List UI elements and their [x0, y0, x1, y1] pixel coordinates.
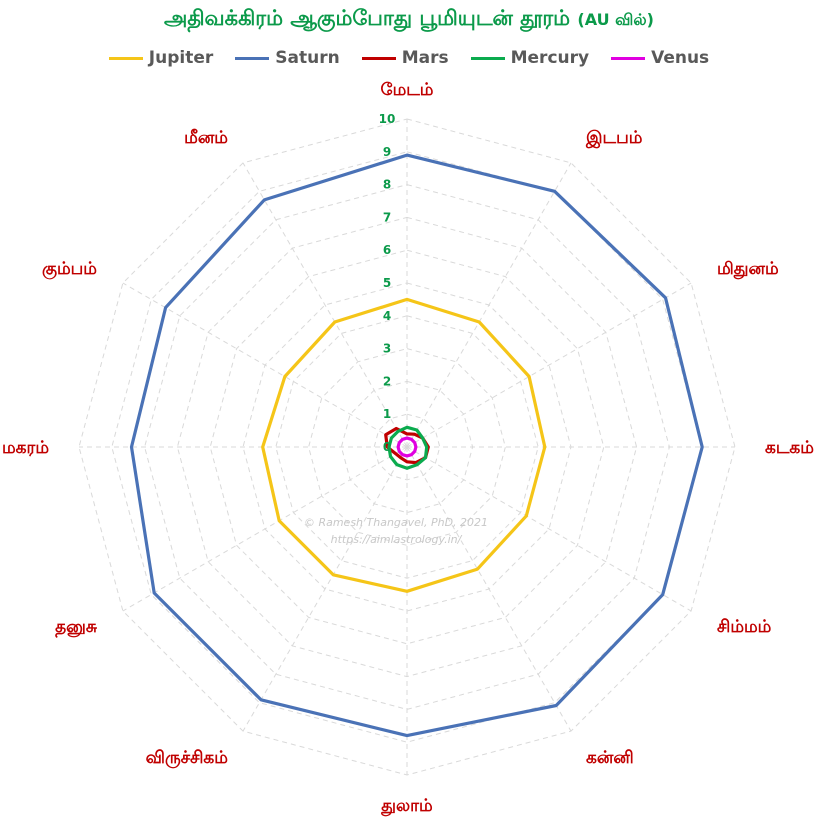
category-label: மகரம்: [2, 438, 49, 458]
legend-item-mercury: Mercury: [470, 48, 590, 68]
grid-spoke: [406, 162, 572, 448]
grid-spoke: [122, 282, 408, 448]
grid-ring: [308, 348, 506, 546]
tick-labels: 0 1 2 3 4 5 6 7 8 9 10: [379, 112, 396, 454]
watermark-line2: https://aimlastrology.in/: [331, 533, 463, 546]
tick-label: 7: [383, 210, 391, 224]
grid-spoke: [242, 162, 408, 448]
tick-label: 10: [379, 112, 396, 126]
category-label: விருச்சிகம்: [146, 748, 229, 768]
tick-label: 6: [383, 243, 391, 257]
legend-swatch: [361, 56, 396, 60]
tick-label: 2: [383, 374, 391, 388]
tick-label: 9: [383, 145, 391, 159]
tick-label: 1: [383, 407, 391, 421]
watermark-line1: © Ramesh Thangavel, PhD, 2021: [304, 516, 488, 529]
legend-label: Venus: [651, 48, 710, 68]
category-label: மீனம்: [184, 128, 228, 148]
category-label: இடபம்: [585, 128, 643, 148]
series-mercury: [387, 425, 429, 470]
grid-spoke: [406, 446, 572, 732]
legend-swatch: [108, 56, 143, 60]
grid-ring: [275, 315, 539, 579]
chart-title-unit: (AU வில்): [577, 10, 654, 29]
grid-ring: [209, 249, 605, 645]
tick-label: 4: [383, 309, 391, 323]
category-label: துலாம்: [380, 796, 433, 816]
tick-label: 5: [383, 276, 391, 290]
category-label: தனுசு: [55, 617, 98, 637]
grid-spoke: [406, 446, 692, 612]
series-layer: [129, 153, 704, 738]
series-jupiter: [261, 297, 547, 593]
legend-item-mars: Mars: [361, 48, 449, 68]
legend-label: Mercury: [510, 48, 590, 68]
category-label: மிதுனம்: [717, 259, 779, 279]
grid-spoke: [122, 446, 408, 612]
tick-label: 3: [383, 342, 391, 356]
legend-swatch: [235, 56, 270, 60]
legend-swatch: [470, 56, 505, 60]
series-venus: [396, 436, 418, 458]
series-saturn: [129, 153, 704, 738]
grid-spoke: [406, 282, 692, 448]
grid: [78, 118, 736, 776]
watermark: © Ramesh Thangavel, PhD, 2021 https://ai…: [304, 516, 488, 546]
legend-item-venus: Venus: [611, 48, 709, 68]
grid-spoke: [242, 446, 408, 732]
category-label: மேடம்: [381, 80, 434, 100]
chart-title: அதிவக்கிரம் ஆகும்போது பூமியுடன் தூரம் (A…: [0, 6, 818, 33]
legend-label: Jupiter: [148, 48, 214, 68]
category-label: கன்னி: [586, 748, 634, 768]
legend-item-jupiter: Jupiter: [108, 48, 214, 68]
tick-label: 8: [383, 178, 391, 192]
legend-label: Mars: [401, 48, 449, 68]
legend-swatch: [611, 56, 646, 60]
legend-label: Saturn: [275, 48, 340, 68]
category-label: கடகம்: [765, 438, 814, 458]
legend-item-saturn: Saturn: [235, 48, 340, 68]
tick-label: 0: [383, 440, 391, 454]
category-label: சிம்மம்: [717, 617, 772, 637]
legend: Jupiter Saturn Mars Mercury Venus: [0, 48, 818, 68]
category-labels: மேடம் இடபம் மிதுனம் கடகம் சிம்மம் கன்னி துலாம்…: [2, 80, 814, 816]
chart-title-text: அதிவக்கிரம் ஆகும்போது பூமியுடன் தூரம்: [164, 6, 571, 30]
category-label: கும்பம்: [42, 259, 97, 279]
grid-ring: [373, 413, 441, 481]
